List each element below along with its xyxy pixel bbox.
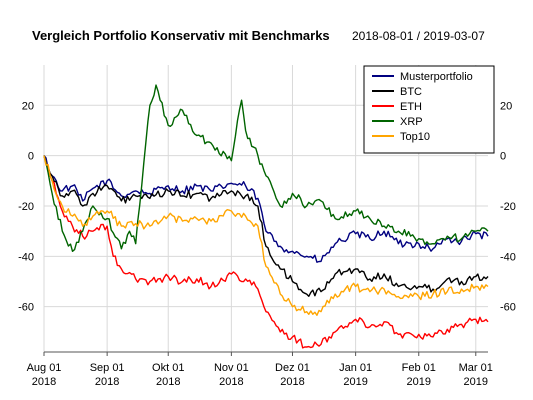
x-tick-label: Nov 01 bbox=[214, 362, 249, 374]
series-line-btc bbox=[43, 155, 489, 297]
legend-box bbox=[363, 65, 495, 154]
series-line-musterportfolio bbox=[43, 155, 489, 263]
series-lines bbox=[43, 84, 489, 349]
x-tick-year: 2019 bbox=[464, 376, 488, 388]
x-tick-year: 2018 bbox=[156, 376, 180, 388]
series-line-xrp bbox=[43, 84, 489, 252]
y-tick-label-left: -60 bbox=[18, 302, 34, 314]
chart-subtitle: 2018-08-01 / 2019-03-07 bbox=[352, 29, 485, 43]
x-tick-year: 2019 bbox=[343, 376, 367, 388]
series-line-eth bbox=[43, 155, 489, 349]
y-tick-label-right: 20 bbox=[500, 100, 512, 112]
y-tick-label-right: -20 bbox=[500, 201, 516, 213]
series-line-top10 bbox=[43, 155, 489, 316]
chart-title: Vergleich Portfolio Konservativ mit Benc… bbox=[32, 28, 330, 43]
x-tick-label: Mar 01 bbox=[459, 362, 493, 374]
x-tick-year: 2019 bbox=[407, 376, 431, 388]
axes: 20 20 0 0 -20 -20 -40 -40 -60 -60 Aug 01 2018 Sep 01… bbox=[18, 100, 516, 388]
x-tick-year: 2018 bbox=[219, 376, 243, 388]
x-tick-label: Okt 01 bbox=[152, 362, 184, 374]
y-tick-label-left: 20 bbox=[22, 100, 34, 112]
x-tick-label: Dez 01 bbox=[275, 362, 310, 374]
legend-label: Musterportfolio bbox=[400, 71, 473, 83]
legend: Musterportfolio BTC ETH XRP Top10 bbox=[363, 65, 495, 154]
x-tick-label: Aug 01 bbox=[27, 362, 62, 374]
legend-label: BTC bbox=[400, 86, 422, 98]
x-tick-label: Jan 01 bbox=[339, 362, 372, 374]
y-tick-label-right: 0 bbox=[500, 151, 506, 163]
y-tick-label-left: -20 bbox=[18, 201, 34, 213]
legend-label: XRP bbox=[400, 116, 423, 128]
y-tick-label-right: -40 bbox=[500, 251, 516, 263]
legend-label: ETH bbox=[400, 101, 422, 113]
y-tick-label-left: -40 bbox=[18, 251, 34, 263]
x-tick-label: Feb 01 bbox=[402, 362, 436, 374]
x-tick-year: 2018 bbox=[32, 376, 56, 388]
y-tick-label-right: -60 bbox=[500, 302, 516, 314]
y-tick-label-left: 0 bbox=[28, 151, 34, 163]
x-tick-year: 2018 bbox=[280, 376, 304, 388]
x-tick-year: 2018 bbox=[95, 376, 119, 388]
legend-label: Top10 bbox=[400, 131, 430, 143]
x-tick-label: Sep 01 bbox=[90, 362, 125, 374]
